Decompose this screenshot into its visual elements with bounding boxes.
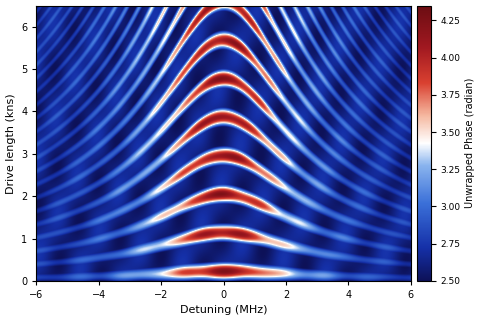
Y-axis label: Unwrapped Phase (radian): Unwrapped Phase (radian) [465,78,475,208]
X-axis label: Detuning (MHz): Detuning (MHz) [180,306,267,316]
Y-axis label: Drive length (kns): Drive length (kns) [6,93,15,194]
